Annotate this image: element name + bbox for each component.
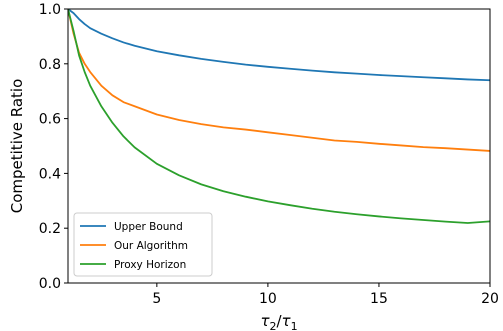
series-line-our-algorithm <box>68 9 490 152</box>
x-tick-label: 20 <box>481 291 499 307</box>
series-line-upper-bound <box>68 9 490 82</box>
legend: Upper Bound Our Algorithm Proxy Horizon <box>73 212 213 277</box>
x-axis-label-subscript: 2 <box>269 320 276 331</box>
y-axis-label: Competitive Ratio <box>8 79 26 214</box>
x-tick-label: 10 <box>259 291 277 307</box>
x-axis-label-subscript: 1 <box>291 320 298 331</box>
legend-label: Our Algorithm <box>114 240 188 252</box>
x-tick-label: 5 <box>152 291 161 307</box>
legend-label: Proxy Horizon <box>114 259 186 271</box>
legend-label: Upper Bound <box>114 221 183 233</box>
y-tick-label: 0.6 <box>39 112 61 128</box>
axes-layer <box>64 8 491 287</box>
y-tick-label: 1.0 <box>39 2 61 18</box>
y-tick-label: 0.4 <box>39 166 61 182</box>
x-axis-label-part: / <box>276 312 282 330</box>
legend-box <box>73 212 213 277</box>
y-tick-label: 0.8 <box>39 57 61 73</box>
x-axis-label-part: τ <box>260 312 270 330</box>
axes-frame <box>67 8 491 284</box>
x-axis-label: τ2/τ1 <box>260 312 297 331</box>
y-tick-label: 0.2 <box>39 221 61 237</box>
x-axis-label-part: τ <box>282 312 292 330</box>
series-line-proxy-horizon <box>68 9 490 224</box>
labels-layer: 5 10 15 20 0.0 0.2 0.4 0.6 0.8 1.0 Competitive Rat… <box>8 2 499 331</box>
x-tick-label: 15 <box>370 291 388 307</box>
y-tick-label: 0.0 <box>39 276 61 292</box>
plot-layer <box>68 9 490 224</box>
